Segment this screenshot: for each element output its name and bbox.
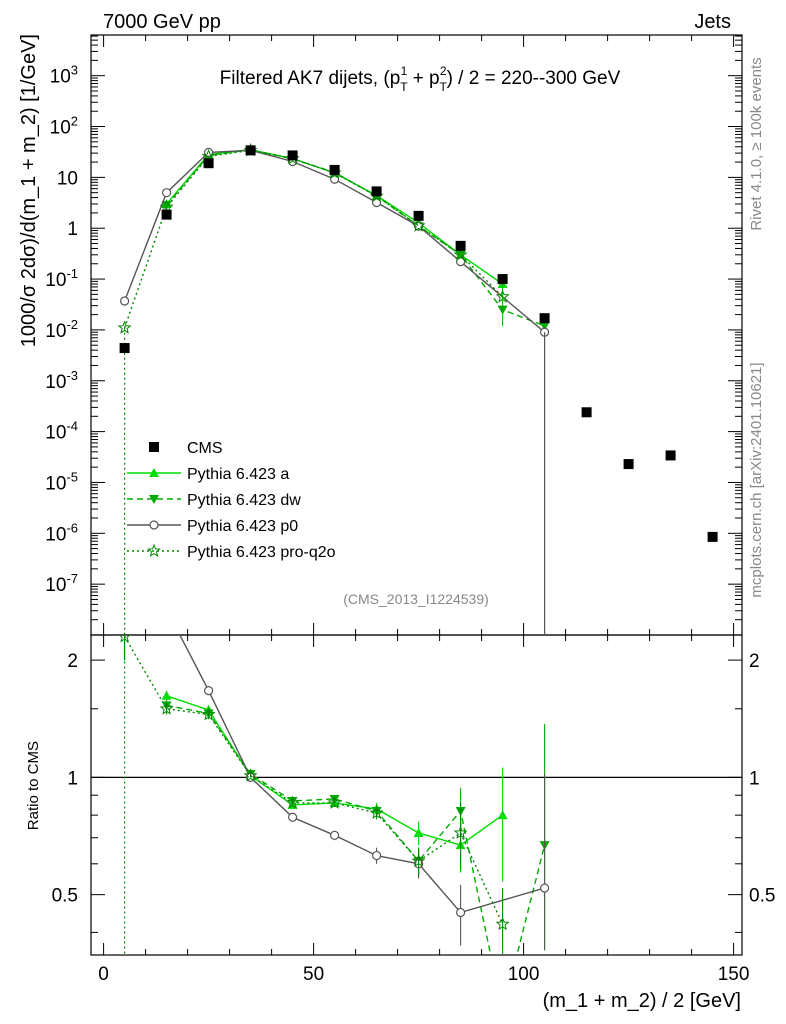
x-tick-label: 100 xyxy=(508,964,540,985)
ratio-point-0 xyxy=(413,827,424,837)
y-tick-label: 10-6 xyxy=(45,520,78,545)
ratio-line-0 xyxy=(166,695,504,846)
legend-label: Pythia 6.423 p0 xyxy=(187,518,298,535)
cms-point xyxy=(497,274,508,285)
mcplots-label: mcplots.cern.ch [arXiv:2401.10621] xyxy=(748,362,765,597)
ratio-point-3 xyxy=(118,635,131,643)
ratio-point-2 xyxy=(330,830,340,840)
y-tick-label: 10-5 xyxy=(45,469,78,494)
legend-marker-cms xyxy=(149,442,159,452)
series-point-1 xyxy=(161,201,172,211)
ratio-point-2 xyxy=(539,883,550,893)
ratio-point-2 xyxy=(372,850,382,861)
series-point-3 xyxy=(453,247,468,261)
ratio-line-1 xyxy=(166,704,546,955)
ratio-point-3 xyxy=(159,701,174,715)
ratio-point-3 xyxy=(411,853,426,868)
cms-point xyxy=(623,459,634,470)
legend: CMS Pythia 6.423 a Pythia 6.423 dw Pythia 6… xyxy=(127,440,336,561)
legend-label: CMS xyxy=(187,440,223,457)
cms-point xyxy=(371,186,382,197)
legend-marker xyxy=(147,543,161,558)
cms-point xyxy=(119,343,130,354)
cms-point xyxy=(329,164,340,175)
cms-point xyxy=(203,158,214,169)
x-tick-label: 150 xyxy=(718,964,750,985)
legend-label: Pythia 6.423 pro-q2o xyxy=(187,544,336,561)
x-tick-label: 50 xyxy=(303,964,324,985)
ratio-tick-label-right: 1 xyxy=(749,768,760,789)
cms-point xyxy=(707,531,718,542)
series-point-3 xyxy=(411,218,426,232)
cms-point xyxy=(581,407,592,418)
cms-point xyxy=(245,145,256,156)
ratio-point-0 xyxy=(497,810,508,820)
legend-label: Pythia 6.423 a xyxy=(187,466,289,483)
x-axis-label: (m_1 + m_2) / 2 [GeV] xyxy=(543,990,741,1012)
ratio-point-2 xyxy=(288,812,298,822)
ratio-tick-label: 0.5 xyxy=(52,886,78,907)
axes-group: 0 50 100 15010-710-610-510-410-310-210-1110… xyxy=(45,35,749,985)
legend-marker xyxy=(149,468,159,477)
series-line-1 xyxy=(166,148,545,327)
y-tick-label: 102 xyxy=(50,114,78,139)
ratio-axes-group: 0.5 0.5 1 1 2 2 xyxy=(52,651,775,933)
header-left: 7000 GeV pp xyxy=(103,11,221,33)
y-tick-label: 1 xyxy=(67,219,78,240)
ratio-point-3 xyxy=(495,916,510,931)
series-point-3 xyxy=(117,320,132,334)
ratio-tick-label-right: 0.5 xyxy=(749,886,775,907)
rivet-label: Rivet 4.1.0, ≥ 100k events xyxy=(748,57,765,230)
ratio-point-0 xyxy=(161,690,172,700)
y-tick-label: 10-1 xyxy=(45,266,78,291)
main-plot-data xyxy=(117,142,718,635)
ratio-point-2 xyxy=(456,907,466,918)
y-tick-label: 10-7 xyxy=(45,571,78,596)
ratio-point-3 xyxy=(285,795,300,809)
y-tick-label: 10-2 xyxy=(45,317,78,342)
y-tick-label: 10 xyxy=(57,168,78,189)
ratio-line-3 xyxy=(123,636,504,925)
ratio-point-3 xyxy=(243,768,258,782)
header-right: Jets xyxy=(694,11,731,33)
cms-point xyxy=(539,313,550,324)
ratio-tick-label-right: 2 xyxy=(749,651,760,672)
y-tick-label: 103 xyxy=(50,63,78,88)
ratio-tick-label: 2 xyxy=(67,651,78,672)
cms-point xyxy=(665,450,676,461)
y-tick-label: 10-4 xyxy=(45,419,78,444)
legend-label: Pythia 6.423 dw xyxy=(187,492,301,509)
ratio-point-3 xyxy=(369,805,384,820)
ratio-point-3 xyxy=(327,795,342,809)
cms-point xyxy=(287,150,298,161)
cms-point xyxy=(455,240,466,251)
y-tick-label: 10-3 xyxy=(45,368,78,393)
cms-point xyxy=(161,209,172,220)
analysis-watermark: (CMS_2013_I1224539) xyxy=(343,591,489,607)
ratio-tick-label: 1 xyxy=(67,768,78,789)
ratio-plot-data xyxy=(118,635,550,955)
x-tick-label: 0 xyxy=(98,964,109,985)
cms-point xyxy=(413,210,424,221)
ratio-y-axis-label: Ratio to CMS xyxy=(25,741,42,830)
y-axis-label: 1000/σ 2dσ)/d(m_1 + m_2) [1/GeV] xyxy=(18,34,40,347)
legend-marker xyxy=(149,520,159,530)
ratio-point-2 xyxy=(204,686,214,696)
ratio-point-3 xyxy=(201,707,216,721)
series-point-1 xyxy=(539,321,550,331)
chart-title: Filtered AK7 dijets, (pT1 + pT2) / 2 = 2… xyxy=(220,64,621,94)
ratio-line-2 xyxy=(179,635,545,914)
ratio-plot-frame xyxy=(90,634,743,956)
series-point-2 xyxy=(119,296,130,306)
series-point-2 xyxy=(162,188,172,198)
series-line-3 xyxy=(123,149,504,329)
legend-marker xyxy=(149,495,159,504)
series-line-2 xyxy=(123,149,546,333)
ratio-point-3 xyxy=(453,825,468,839)
